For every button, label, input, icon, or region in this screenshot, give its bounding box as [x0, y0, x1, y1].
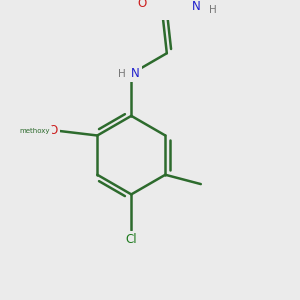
Text: N: N: [131, 67, 140, 80]
Text: N: N: [191, 0, 200, 13]
Text: H: H: [209, 5, 217, 15]
Text: methoxy: methoxy: [20, 128, 50, 134]
Text: Cl: Cl: [125, 233, 137, 246]
Text: O: O: [137, 0, 146, 10]
Text: O: O: [49, 124, 58, 137]
Text: H: H: [118, 69, 126, 79]
